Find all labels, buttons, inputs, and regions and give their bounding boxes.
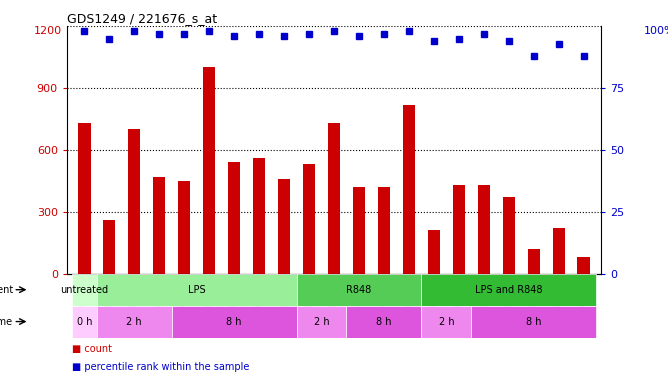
- Text: LPS: LPS: [188, 285, 206, 295]
- Text: ■ percentile rank within the sample: ■ percentile rank within the sample: [72, 363, 250, 372]
- Bar: [128, 129, 140, 274]
- Bar: [228, 162, 240, 274]
- Text: LPS and R848: LPS and R848: [475, 285, 542, 295]
- Bar: [502, 197, 515, 274]
- Bar: [528, 249, 540, 274]
- Text: 8 h: 8 h: [376, 316, 391, 327]
- Text: 0 h: 0 h: [77, 316, 92, 327]
- Bar: [403, 105, 415, 274]
- Text: 2 h: 2 h: [439, 316, 454, 327]
- Bar: [172, 306, 297, 338]
- Bar: [347, 306, 422, 338]
- Bar: [453, 185, 465, 274]
- Text: ■ count: ■ count: [72, 344, 112, 354]
- Bar: [78, 123, 91, 274]
- Text: 8 h: 8 h: [226, 316, 242, 327]
- Bar: [97, 274, 297, 306]
- Bar: [153, 177, 166, 274]
- Bar: [422, 274, 597, 306]
- Text: 2 h: 2 h: [314, 316, 329, 327]
- Bar: [422, 306, 472, 338]
- Text: 100%: 100%: [644, 26, 668, 36]
- Bar: [297, 306, 347, 338]
- Text: 8 h: 8 h: [526, 316, 542, 327]
- Bar: [478, 185, 490, 274]
- Bar: [253, 158, 265, 274]
- Text: untreated: untreated: [60, 285, 108, 295]
- Bar: [377, 187, 390, 274]
- Bar: [178, 181, 190, 274]
- Bar: [71, 274, 97, 306]
- Bar: [97, 306, 172, 338]
- Text: 1200: 1200: [33, 26, 61, 36]
- Text: GDS1249 / 221676_s_at: GDS1249 / 221676_s_at: [67, 12, 217, 25]
- Text: R848: R848: [346, 285, 371, 295]
- Bar: [428, 230, 440, 274]
- Bar: [103, 220, 116, 274]
- Bar: [303, 164, 315, 274]
- Text: time: time: [0, 316, 13, 327]
- Bar: [297, 274, 422, 306]
- Bar: [577, 257, 590, 274]
- Bar: [71, 306, 97, 338]
- Bar: [353, 187, 365, 274]
- Bar: [278, 179, 291, 274]
- Bar: [328, 123, 340, 274]
- Text: 2 h: 2 h: [126, 316, 142, 327]
- Bar: [203, 68, 215, 274]
- Bar: [552, 228, 565, 274]
- Bar: [472, 306, 597, 338]
- Text: agent: agent: [0, 285, 13, 295]
